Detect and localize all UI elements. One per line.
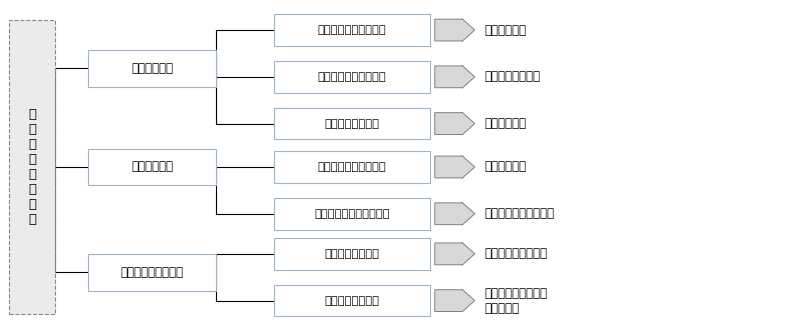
Polygon shape <box>435 202 475 225</box>
Text: 图像本地定位: 图像本地定位 <box>485 24 526 36</box>
Polygon shape <box>435 19 475 41</box>
Bar <box>274 285 430 317</box>
Bar <box>88 149 216 185</box>
Bar <box>274 61 430 93</box>
Text: 混合遗传校正算法: 混合遗传校正算法 <box>325 249 379 259</box>
Text: 对定位结果进行校正: 对定位结果进行校正 <box>485 247 547 260</box>
Text: 应对节点丢失或定位
失败的情况: 应对节点丢失或定位 失败的情况 <box>485 287 547 315</box>
Polygon shape <box>435 112 475 135</box>
Bar <box>88 254 216 291</box>
Bar <box>274 14 430 46</box>
Text: 定位算法模块: 定位算法模块 <box>131 62 173 75</box>
Text: 视觉容错机制算法: 视觉容错机制算法 <box>325 296 379 306</box>
Bar <box>274 198 430 230</box>
Bar <box>274 151 430 183</box>
Text: 确定测距误差概率分布: 确定测距误差概率分布 <box>485 207 554 220</box>
Text: 动态路由优化算法: 动态路由优化算法 <box>325 119 379 129</box>
Text: 多跳路由机制定位算法: 多跳路由机制定位算法 <box>318 72 386 82</box>
Text: 多节点无干扰调度算法: 多节点无干扰调度算法 <box>318 162 386 172</box>
Polygon shape <box>435 289 475 312</box>
Text: 校正及容错算法模块: 校正及容错算法模块 <box>121 266 183 279</box>
Text: 定
位
及
其
校
正
系
统: 定 位 及 其 校 正 系 统 <box>28 108 36 226</box>
Text: 调度算法模块: 调度算法模块 <box>131 161 173 173</box>
Text: 透视变换物体定位算法: 透视变换物体定位算法 <box>318 25 386 35</box>
Bar <box>274 238 430 270</box>
Text: 确定最优路由: 确定最优路由 <box>485 117 526 130</box>
Bar <box>274 108 430 140</box>
Text: 信息融合贝叶斯估计算法: 信息融合贝叶斯估计算法 <box>314 209 390 219</box>
Polygon shape <box>435 242 475 265</box>
Bar <box>88 50 216 87</box>
Polygon shape <box>435 65 475 88</box>
Polygon shape <box>435 156 475 178</box>
Bar <box>9 20 55 314</box>
Text: 定位信息逐级上传: 定位信息逐级上传 <box>485 70 541 83</box>
Text: 完成调度测距: 完成调度测距 <box>485 161 526 173</box>
